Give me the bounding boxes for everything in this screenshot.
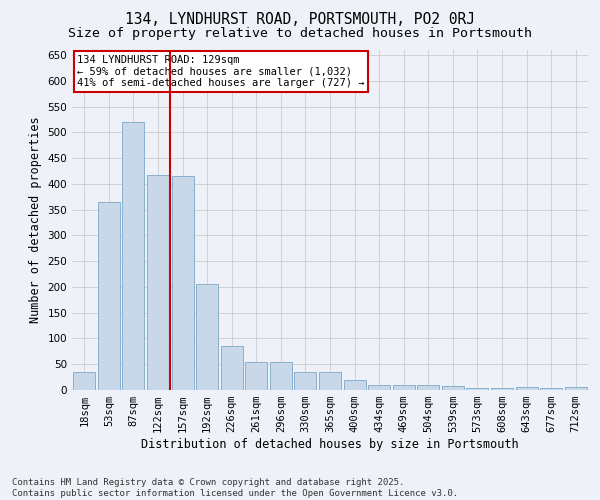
Y-axis label: Number of detached properties: Number of detached properties <box>29 116 42 324</box>
Text: Contains HM Land Registry data © Crown copyright and database right 2025.
Contai: Contains HM Land Registry data © Crown c… <box>12 478 458 498</box>
Bar <box>319 372 341 390</box>
Text: 134 LYNDHURST ROAD: 129sqm
← 59% of detached houses are smaller (1,032)
41% of s: 134 LYNDHURST ROAD: 129sqm ← 59% of deta… <box>77 55 365 88</box>
Bar <box>344 380 365 390</box>
Bar <box>147 174 169 390</box>
Bar <box>368 385 390 390</box>
Bar <box>491 388 513 390</box>
Bar <box>442 386 464 390</box>
Bar <box>122 122 145 390</box>
Bar <box>196 284 218 390</box>
Bar <box>466 388 488 390</box>
Bar <box>73 372 95 390</box>
Bar <box>392 385 415 390</box>
Text: 134, LYNDHURST ROAD, PORTSMOUTH, PO2 0RJ: 134, LYNDHURST ROAD, PORTSMOUTH, PO2 0RJ <box>125 12 475 28</box>
Bar <box>270 362 292 390</box>
Bar <box>172 176 194 390</box>
Bar <box>540 388 562 390</box>
Text: Size of property relative to detached houses in Portsmouth: Size of property relative to detached ho… <box>68 28 532 40</box>
Bar <box>98 202 120 390</box>
Bar <box>515 388 538 390</box>
Bar <box>245 362 268 390</box>
Bar <box>221 346 243 390</box>
Bar <box>295 372 316 390</box>
Bar <box>565 388 587 390</box>
Bar <box>417 385 439 390</box>
X-axis label: Distribution of detached houses by size in Portsmouth: Distribution of detached houses by size … <box>141 438 519 451</box>
